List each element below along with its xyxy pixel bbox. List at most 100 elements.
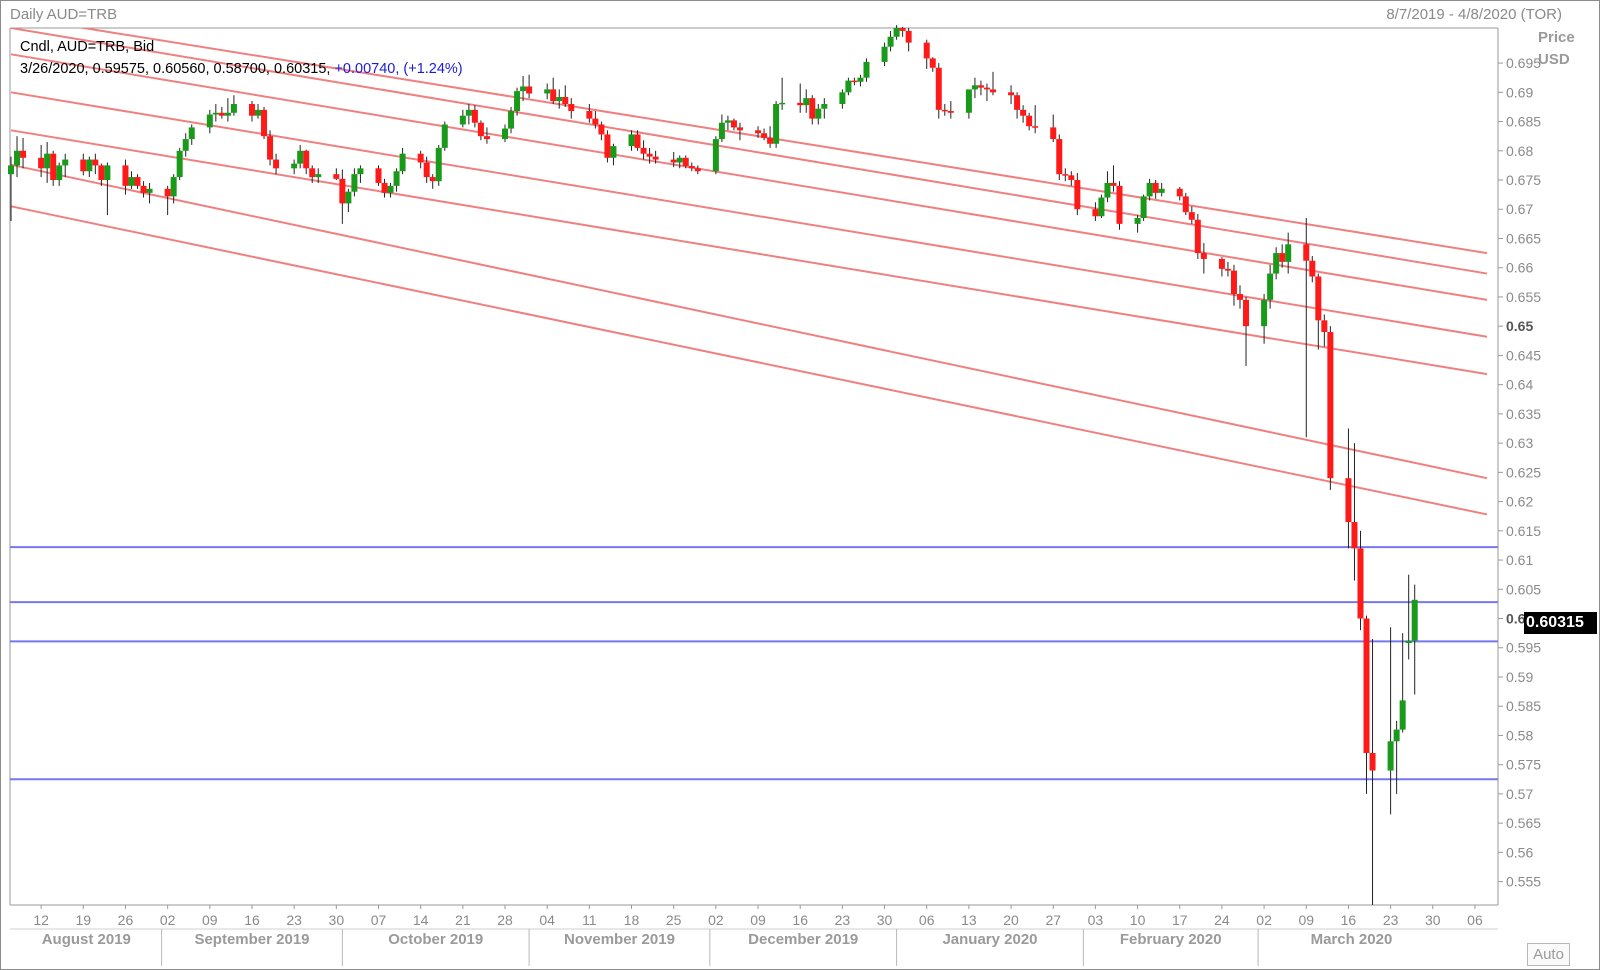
down-candle [851,77,858,86]
up-candle [887,30,894,52]
day-tick-label: 18 [624,912,640,928]
up-candle [1104,171,1111,203]
candle-body [905,30,912,43]
down-candle [80,153,87,176]
up-candle [1098,194,1105,219]
month-label: December 2019 [748,931,858,948]
up-candle [971,77,978,99]
candle-body [104,165,111,181]
candle-body [1014,95,1021,110]
down-candle [646,147,653,164]
up-candle [1399,633,1406,733]
price-tick-label: 0.58 [1506,727,1533,743]
candle-body [947,111,954,113]
chart-legend: Cndl, AUD=TRB, Bid 3/26/2020, 0.59575, 0… [20,36,463,80]
up-candle [291,159,298,175]
month-label: October 2019 [388,931,483,948]
down-candle [550,77,557,105]
candle-body [1134,218,1141,224]
down-candle [134,174,141,189]
down-candle [634,130,641,151]
candle-body [381,182,388,193]
down-candle [1303,218,1310,438]
candle-body [1363,618,1370,753]
up-candle [628,130,635,151]
auto-scale-button[interactable]: Auto [1527,943,1570,966]
candle-body [1182,196,1189,213]
candle-body [471,109,478,123]
price-axis[interactable]: Price USD 0.555 0.56 0.565 0.57 0.575 0.58 0.5… [1498,29,1575,890]
up-candle [465,104,472,125]
candle-body [14,150,21,166]
candle-body [983,87,990,90]
candle-body [887,36,894,47]
up-candle [803,89,810,113]
day-tick-label: 16 [792,912,808,928]
down-candle [477,120,484,141]
price-tick-label: 0.685 [1506,114,1541,130]
down-candle [339,169,346,224]
chart-header: Daily AUD=TRB 8/7/2019 - 4/8/2020 (TOR) [0,0,1600,28]
down-candle [333,168,340,181]
candle-body [483,136,490,140]
candle-body [610,146,617,158]
down-candle [1014,92,1021,119]
down-candle [273,153,280,175]
candle-body [1152,182,1159,193]
up-candle [821,98,828,119]
up-candle [104,162,111,216]
channel-line [10,205,1488,516]
candle-body [724,120,731,123]
down-candle [604,130,611,163]
candle-body [965,89,972,113]
candle-body [1399,700,1406,730]
up-candle [724,115,731,131]
candle-body [255,109,262,116]
up-candle [1261,294,1268,344]
candle-body [303,150,310,169]
candle-body [1056,139,1063,175]
candle-body [1327,332,1334,479]
price-tick-label: 0.655 [1506,289,1541,305]
down-candle [1182,192,1189,216]
price-tick-label: 0.615 [1506,523,1541,539]
candle-body [1104,182,1111,198]
down-candle [1309,256,1316,283]
down-candle [1321,314,1328,347]
price-tick-label: 0.555 [1506,874,1541,890]
candle-body [309,168,316,178]
candle-body [899,28,906,31]
candle-body [977,85,984,88]
up-candle [845,77,852,96]
day-tick-label: 28 [497,912,513,928]
down-candle [905,28,912,52]
down-candle [122,159,129,195]
day-tick-label: 10 [1130,912,1146,928]
price-tick-label: 0.675 [1506,172,1541,188]
time-axis[interactable]: 12 19 26 02 09 16 23 30 07 14 21 28 04 11 18 25 02 09 16 23… [10,905,1498,966]
up-candle [255,104,262,119]
candle-body [86,159,93,172]
down-candle [381,178,388,198]
candle-body [803,98,810,106]
price-tick-label: 0.68 [1506,143,1533,159]
candle-body [736,127,743,131]
up-candle [857,74,864,87]
day-tick-label: 19 [76,912,92,928]
candle-body [851,80,858,83]
candle-body [230,104,237,113]
price-tick-label: 0.65 [1506,318,1533,334]
down-candle [1315,273,1322,350]
day-tick-label: 16 [1341,912,1357,928]
candle-body [508,111,515,129]
candle-body [1315,276,1322,321]
candle-body [339,178,346,204]
up-candle [1393,720,1400,794]
price-tick-label: 0.59 [1506,669,1533,685]
up-candle [44,142,51,183]
down-candle [1092,202,1099,221]
candle-body [345,191,352,204]
down-candle [670,151,677,168]
up-candle [315,168,322,183]
